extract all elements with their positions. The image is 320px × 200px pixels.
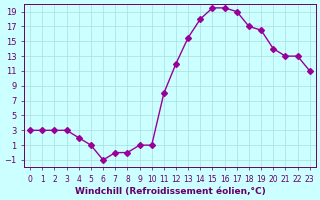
X-axis label: Windchill (Refroidissement éolien,°C): Windchill (Refroidissement éolien,°C) [75,187,265,196]
